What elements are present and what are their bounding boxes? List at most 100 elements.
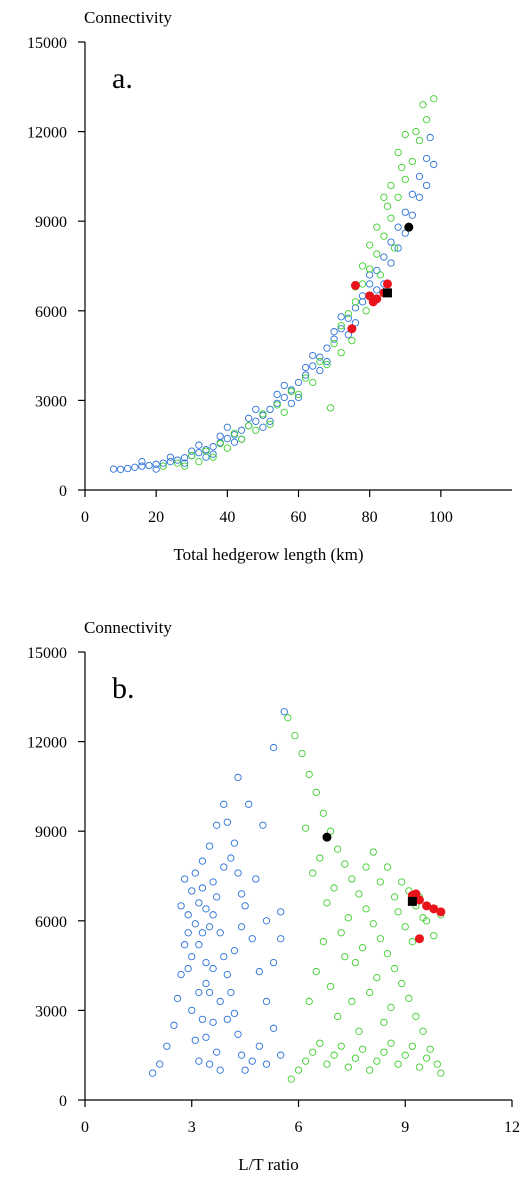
data-point-series-1 [301, 363, 310, 372]
x-tick-label: 20 [148, 509, 164, 526]
data-point-series-1 [184, 964, 192, 973]
data-point-series-2 [408, 938, 417, 946]
data-point-series-1 [245, 414, 253, 422]
data-point-series-1 [234, 1030, 242, 1038]
data-point-series-2 [398, 979, 406, 988]
data-point-series-1 [309, 351, 317, 360]
data-point-series-1 [195, 941, 203, 949]
data-point-series-1 [294, 378, 303, 387]
data-point-series-1 [408, 190, 417, 198]
data-point-series-1 [205, 1060, 214, 1068]
data-point-series-1 [230, 839, 239, 847]
data-point-series-1 [280, 708, 288, 716]
data-point-series-2 [301, 824, 310, 832]
x-tick-label: 100 [429, 509, 453, 526]
data-point-series-1 [430, 160, 438, 169]
data-point-series-1 [138, 457, 146, 466]
data-point-series-2 [419, 914, 427, 922]
data-point-series-1 [337, 313, 345, 321]
data-point-series-2 [333, 845, 342, 853]
data-point-series-1 [202, 446, 210, 454]
data-point-series-1 [205, 842, 214, 850]
data-point-series-2 [341, 952, 349, 961]
highlight-point [372, 294, 382, 304]
y-tick-label: 0 [59, 483, 67, 500]
data-point-series-2 [362, 863, 370, 871]
data-point-series-2 [362, 307, 370, 315]
data-point-series-2 [348, 337, 356, 345]
data-point-series-1 [195, 899, 203, 907]
data-point-series-1 [316, 353, 324, 361]
data-point-series-1 [216, 929, 224, 937]
data-point-series-1 [248, 935, 256, 943]
data-point-series-2 [419, 101, 427, 109]
data-point-series-1 [166, 457, 175, 466]
data-point-series-2 [326, 404, 335, 412]
data-point-series-1 [223, 970, 231, 979]
y-tick-label: 6000 [35, 304, 67, 321]
data-point-series-1 [269, 1024, 278, 1032]
data-point-series-2 [284, 714, 292, 722]
data-point-series-2 [380, 193, 388, 201]
data-point-series-1 [216, 1066, 224, 1074]
data-point-series-2 [301, 374, 310, 382]
data-point-series-2 [358, 944, 367, 952]
data-point-series-2 [366, 265, 374, 273]
data-point-series-1 [188, 1006, 196, 1015]
highlight-point [347, 324, 357, 334]
data-point-series-1 [184, 929, 192, 937]
data-point-series-2 [287, 1075, 296, 1083]
data-point-series-1 [344, 314, 352, 322]
data-point-series-2 [273, 401, 281, 409]
highlight-point [414, 934, 424, 944]
data-point-series-1 [205, 988, 214, 997]
reference-square-point [407, 896, 417, 906]
data-point-series-2 [287, 387, 296, 396]
data-point-series-2 [401, 1051, 409, 1059]
data-point-series-1 [401, 208, 409, 216]
data-point-series-1 [241, 1066, 249, 1074]
data-point-series-1 [220, 952, 228, 961]
x-tick-label: 12 [504, 1119, 520, 1136]
data-point-series-1 [277, 1051, 285, 1059]
data-point-series-1 [198, 884, 207, 892]
data-point-series-1 [373, 266, 381, 275]
data-point-series-1 [259, 821, 267, 829]
highlight-point [436, 907, 446, 917]
data-point-series-2 [415, 1063, 424, 1071]
data-point-series-1 [280, 381, 288, 390]
data-point-series-2 [298, 749, 306, 758]
data-point-series-1 [408, 211, 417, 219]
data-point-series-2 [316, 357, 324, 366]
data-point-series-2 [369, 920, 377, 928]
data-point-series-1 [316, 366, 324, 375]
data-point-series-2 [330, 340, 338, 348]
data-point-series-1 [198, 929, 207, 937]
data-point-series-1 [277, 908, 285, 916]
data-point-series-1 [351, 304, 360, 312]
data-point-series-2 [412, 127, 420, 136]
data-point-series-2 [294, 390, 303, 399]
y-tick-label: 9000 [35, 824, 67, 841]
data-point-series-1 [195, 441, 203, 449]
data-point-series-2 [280, 408, 288, 416]
data-point-series-2 [195, 457, 203, 466]
data-point-series-2 [415, 136, 424, 145]
y-tick-label: 15000 [27, 645, 67, 662]
data-point-series-2 [188, 452, 196, 460]
data-point-series-2 [223, 444, 231, 452]
data-point-series-2 [323, 1060, 331, 1068]
data-point-series-1 [223, 1015, 231, 1024]
highlight-point [422, 901, 432, 911]
data-point-series-1 [401, 229, 409, 237]
y-tick-label: 3000 [35, 393, 67, 410]
y-tick-label: 12000 [27, 735, 67, 752]
data-point-series-2 [376, 878, 384, 886]
data-point-series-1 [145, 461, 153, 470]
data-point-series-1 [248, 1057, 256, 1065]
data-point-series-2 [291, 731, 299, 740]
data-point-series-2 [376, 935, 384, 943]
data-point-series-1 [237, 426, 246, 434]
data-point-series-1 [394, 244, 402, 252]
data-point-series-2 [301, 1057, 310, 1065]
